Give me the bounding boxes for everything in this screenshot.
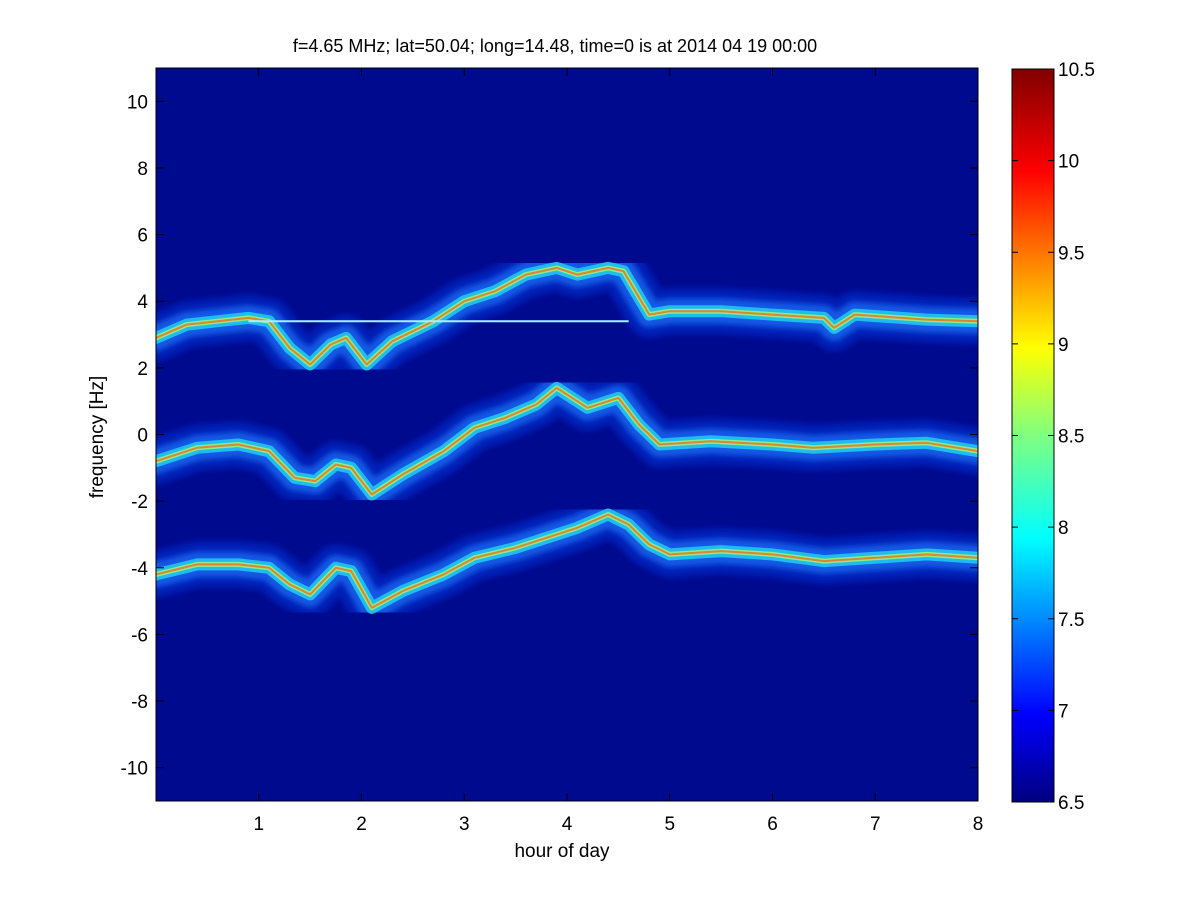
y-axis-ticks: -10 -8 -6 -4 -2 0 2 4 6 8 10: [121, 92, 978, 780]
colorbar-tick-label: 8.5: [1058, 427, 1084, 448]
x-tick-label: 7: [870, 814, 881, 835]
x-tick-label: 8: [973, 814, 984, 835]
colorbar-tick-label: 7.5: [1058, 610, 1084, 631]
colorbar-tick-label: 7: [1058, 701, 1069, 722]
colorbar: [1011, 68, 1055, 803]
x-axis-label: hour of day: [514, 841, 610, 862]
y-tick-label: 10: [127, 92, 148, 113]
colorbar-tick-label: 10.5: [1058, 60, 1095, 81]
y-tick-label: 2: [137, 359, 148, 380]
chart-title: f=4.65 MHz; lat=50.04; long=14.48, time=…: [293, 36, 817, 56]
trace-upper: [156, 266, 978, 366]
colorbar-tick-label: 6.5: [1058, 793, 1084, 814]
y-tick-label: 8: [137, 159, 148, 180]
x-tick-label: 2: [356, 814, 367, 835]
x-tick-label: 6: [767, 814, 778, 835]
x-tick-label: 5: [664, 814, 675, 835]
x-axis-ticks: 1 2 3 4 5 6 7 8: [253, 68, 983, 835]
x-tick-label: 1: [253, 814, 264, 835]
trace-middle: [156, 386, 978, 496]
y-tick-label: -10: [121, 759, 148, 780]
colorbar-ticks: 6.5 7 7.5 8 8.5 9 9.5 10 10.5: [1012, 60, 1095, 814]
x-tick-label: 3: [459, 814, 470, 835]
colorbar-tick-label: 8: [1058, 518, 1069, 539]
spectrogram-traces: [156, 244, 978, 631]
y-tick-label: 4: [137, 292, 148, 313]
x-tick-label: 4: [562, 814, 573, 835]
trace-lower: [156, 513, 978, 609]
y-tick-label: -4: [131, 559, 148, 580]
y-tick-label: 6: [137, 226, 148, 247]
colorbar-tick-label: 9.5: [1058, 243, 1084, 264]
colorbar-tick-label: 10: [1058, 152, 1079, 173]
y-axis-label: frequency [Hz]: [87, 376, 108, 499]
y-tick-label: -8: [131, 692, 148, 713]
colorbar-tick-label: 9: [1058, 335, 1069, 356]
y-tick-label: -2: [131, 492, 148, 513]
y-tick-label: 0: [137, 426, 148, 447]
y-tick-label: -6: [131, 625, 148, 646]
